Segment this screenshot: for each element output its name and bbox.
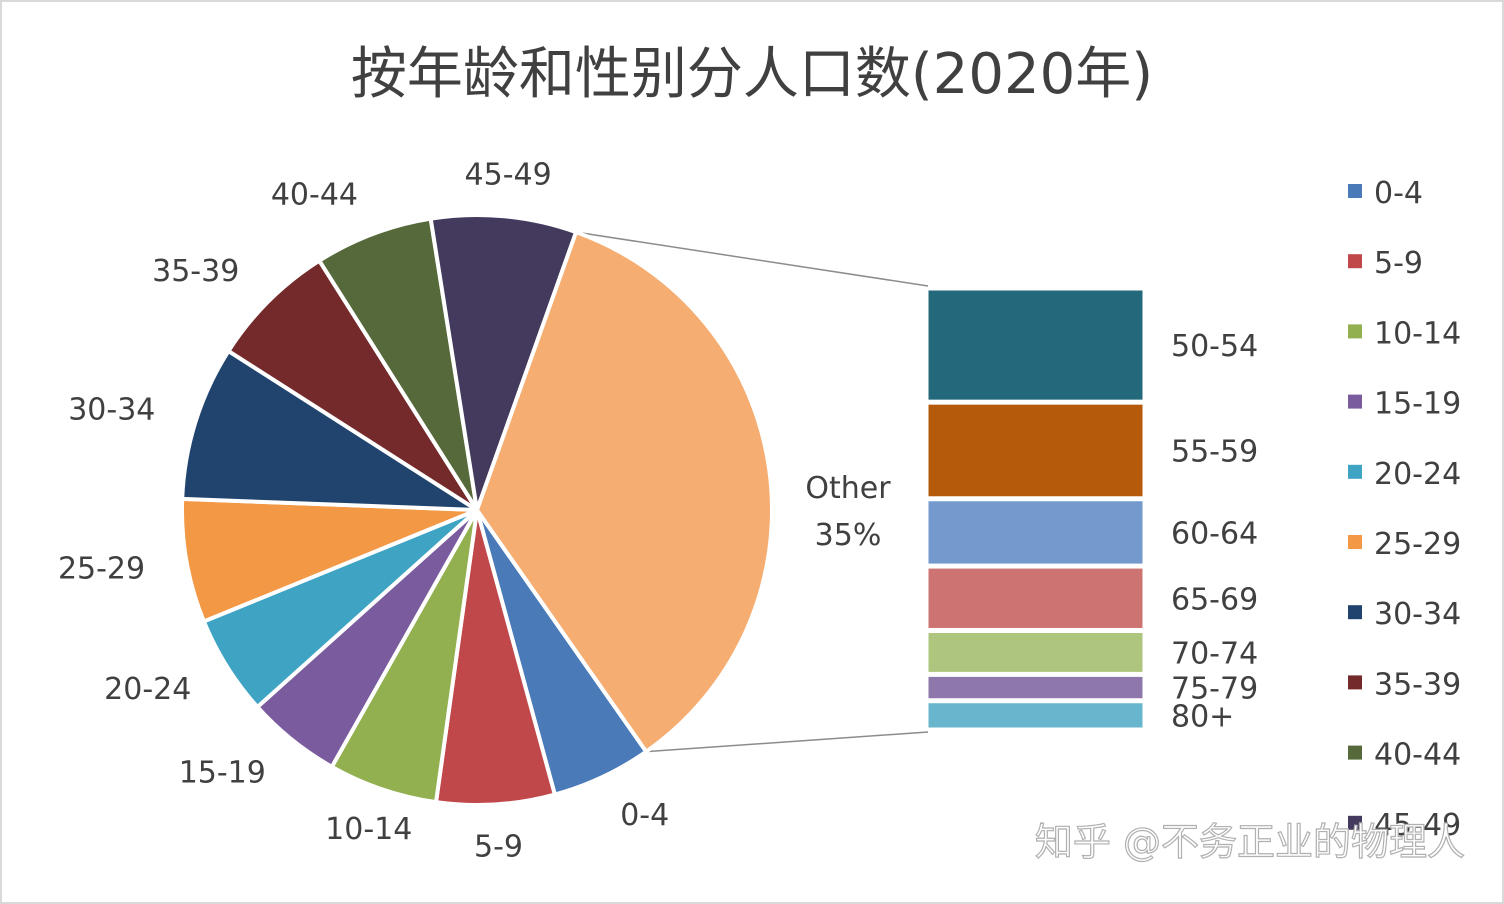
legend-swatch-25-29 xyxy=(1348,535,1362,549)
bar-label-75-79: 75-79 xyxy=(1171,672,1258,707)
connector-line-top xyxy=(575,231,929,287)
bar-label-55-59: 55-59 xyxy=(1171,434,1258,469)
legend-label-45-49: 45-49 xyxy=(1374,808,1461,843)
legend-swatch-10-14 xyxy=(1348,324,1362,339)
bar-label-65-69: 65-69 xyxy=(1171,582,1258,617)
legend-swatch-20-24 xyxy=(1348,464,1362,479)
legend-label-15-19: 15-19 xyxy=(1374,387,1461,422)
legend-label-25-29: 25-29 xyxy=(1374,527,1461,562)
pie-label-25-29: 25-29 xyxy=(58,552,145,587)
legend-label-35-39: 35-39 xyxy=(1374,667,1461,702)
legend-swatch-40-44 xyxy=(1348,745,1362,760)
bar-segment-65-69 xyxy=(927,567,1144,629)
bar-label-60-64: 60-64 xyxy=(1171,516,1258,551)
pie-label-35-39: 35-39 xyxy=(152,254,239,289)
pie-slice-25-29 xyxy=(180,496,479,624)
legend-swatch-0-4 xyxy=(1348,184,1362,198)
legend-swatch-35-39 xyxy=(1348,675,1362,690)
legend-label-30-34: 30-34 xyxy=(1374,597,1461,632)
pie-label-0-4: 0-4 xyxy=(620,798,669,833)
legend-swatch-30-34 xyxy=(1348,605,1362,620)
pie-label-15-19: 15-19 xyxy=(179,756,266,791)
legend-label-0-4: 0-4 xyxy=(1374,176,1423,211)
pie-slice-5-9 xyxy=(434,508,557,807)
legend: 0-4 5-9 10-14 15-19 20-24 25-29 30-34 35-39 40-4… xyxy=(1348,176,1461,843)
bar-segment-55-59 xyxy=(927,403,1144,498)
pie-slice-40-44 xyxy=(317,216,479,512)
legend-label-20-24: 20-24 xyxy=(1374,457,1461,492)
watermark-text: 知乎 @不务正业的物理人 xyxy=(1035,820,1465,864)
pie-slice-30-34 xyxy=(180,349,479,512)
pie-label-10-14: 10-14 xyxy=(325,812,412,847)
legend-label-10-14: 10-14 xyxy=(1374,316,1461,351)
pie xyxy=(180,213,774,807)
pie-label-other-percent: 35% xyxy=(815,518,882,553)
pie-slice-35-39 xyxy=(226,258,479,512)
pie-labels: 0-4 5-9 10-14 15-19 20-24 25-29 30-34 35-39 40-4… xyxy=(58,157,891,864)
bar-segment-70-74 xyxy=(927,631,1144,673)
chart-title: 按年龄和性别分人口数(2020年) xyxy=(351,42,1153,107)
bar-label-70-74: 70-74 xyxy=(1171,636,1258,671)
legend-swatch-45-49 xyxy=(1348,815,1362,830)
pie-slice-other xyxy=(475,230,774,754)
connector-lines xyxy=(575,231,929,753)
legend-label-40-44: 40-44 xyxy=(1374,738,1461,773)
legend-swatch-5-9 xyxy=(1348,254,1362,269)
bar-segment-75-79 xyxy=(927,675,1144,700)
pie-label-30-34: 30-34 xyxy=(68,392,155,427)
bar-label-80plus: 80+ xyxy=(1171,699,1234,734)
pie-label-45-49: 45-49 xyxy=(465,157,552,192)
bar-label-50-54: 50-54 xyxy=(1171,329,1258,364)
pie-slice-45-49 xyxy=(428,213,579,512)
pie-label-other: Other xyxy=(805,471,891,506)
legend-swatch-15-19 xyxy=(1348,394,1362,409)
bar-segment-80plus xyxy=(927,702,1144,729)
pie-label-40-44: 40-44 xyxy=(271,178,358,213)
legend-label-5-9: 5-9 xyxy=(1374,246,1423,281)
bar-segment-60-64 xyxy=(927,500,1144,565)
pie-label-5-9: 5-9 xyxy=(474,829,523,864)
bar-segment-50-54 xyxy=(927,289,1144,401)
pie-label-20-24: 20-24 xyxy=(104,672,191,707)
connector-line-bottom xyxy=(646,731,929,753)
